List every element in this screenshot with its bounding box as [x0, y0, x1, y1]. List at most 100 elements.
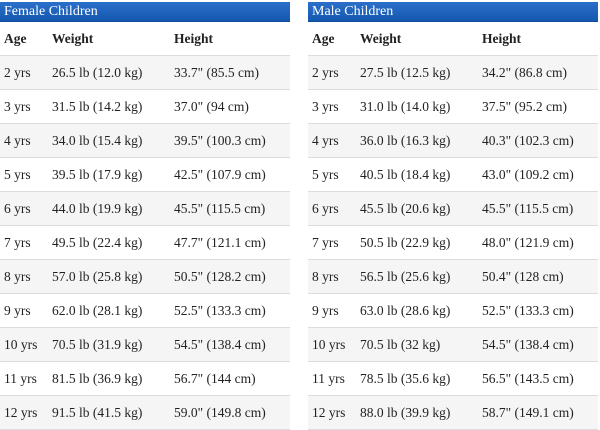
height-cell: 37.0" (94 cm) — [170, 90, 290, 124]
height-cell: 45.5" (115.5 cm) — [170, 192, 290, 226]
age-cell: 4 yrs — [0, 124, 48, 158]
age-cell: 5 yrs — [308, 158, 356, 192]
table-row: 3 yrs 31.0 lb (14.0 kg) 37.5" (95.2 cm) — [308, 90, 598, 124]
height-cell: 43.0" (109.2 cm) — [478, 158, 598, 192]
height-cell: 34.2" (86.8 cm) — [478, 56, 598, 90]
table-row: 10 yrs 70.5 lb (32 kg) 54.5" (138.4 cm) — [308, 328, 598, 362]
height-cell: 54.5" (138.4 cm) — [478, 328, 598, 362]
height-cell: 37.5" (95.2 cm) — [478, 90, 598, 124]
weight-cell: 34.0 lb (15.4 kg) — [48, 124, 170, 158]
height-cell: 52.5" (133.3 cm) — [170, 294, 290, 328]
table-row: 3 yrs 31.5 lb (14.2 kg) 37.0" (94 cm) — [0, 90, 290, 124]
female-children-title: Female Children — [0, 2, 290, 22]
table-row: 10 yrs 70.5 lb (31.9 kg) 54.5" (138.4 cm) — [0, 328, 290, 362]
female-children-table: Age Weight Height 2 yrs 26.5 lb (12.0 kg)… — [0, 22, 290, 430]
table-row: 12 yrs 91.5 lb (41.5 kg) 59.0" (149.8 cm) — [0, 396, 290, 430]
age-cell: 8 yrs — [0, 260, 48, 294]
table-row: 9 yrs 62.0 lb (28.1 kg) 52.5" (133.3 cm) — [0, 294, 290, 328]
age-cell: 5 yrs — [0, 158, 48, 192]
male-children-table: Age Weight Height 2 yrs 27.5 lb (12.5 kg)… — [308, 22, 598, 430]
table-header-row: Age Weight Height — [308, 22, 598, 56]
age-cell: 11 yrs — [0, 362, 48, 396]
age-cell: 8 yrs — [308, 260, 356, 294]
age-cell: 4 yrs — [308, 124, 356, 158]
male-children-panel: Male Children Age Weight Height 2 yrs 27.… — [308, 2, 598, 424]
weight-cell: 31.0 lb (14.0 kg) — [356, 90, 478, 124]
table-row: 4 yrs 34.0 lb (15.4 kg) 39.5" (100.3 cm) — [0, 124, 290, 158]
weight-cell: 78.5 lb (35.6 kg) — [356, 362, 478, 396]
male-children-title: Male Children — [308, 2, 598, 22]
age-cell: 12 yrs — [308, 396, 356, 430]
female-children-panel: Female Children Age Weight Height 2 yrs 2… — [0, 2, 290, 424]
weight-cell: 50.5 lb (22.9 kg) — [356, 226, 478, 260]
table-row: 4 yrs 36.0 lb (16.3 kg) 40.3" (102.3 cm) — [308, 124, 598, 158]
column-header-height: Height — [478, 22, 598, 56]
table-row: 5 yrs 40.5 lb (18.4 kg) 43.0" (109.2 cm) — [308, 158, 598, 192]
table-row: 8 yrs 57.0 lb (25.8 kg) 50.5" (128.2 cm) — [0, 260, 290, 294]
age-cell: 3 yrs — [308, 90, 356, 124]
column-header-weight: Weight — [356, 22, 478, 56]
height-cell: 54.5" (138.4 cm) — [170, 328, 290, 362]
height-cell: 58.7" (149.1 cm) — [478, 396, 598, 430]
weight-cell: 36.0 lb (16.3 kg) — [356, 124, 478, 158]
height-cell: 47.7" (121.1 cm) — [170, 226, 290, 260]
age-cell: 6 yrs — [308, 192, 356, 226]
column-header-age: Age — [0, 22, 48, 56]
table-row: 11 yrs 81.5 lb (36.9 kg) 56.7" (144 cm) — [0, 362, 290, 396]
weight-cell: 91.5 lb (41.5 kg) — [48, 396, 170, 430]
age-cell: 11 yrs — [308, 362, 356, 396]
table-row: 2 yrs 27.5 lb (12.5 kg) 34.2" (86.8 cm) — [308, 56, 598, 90]
column-header-age: Age — [308, 22, 356, 56]
weight-cell: 56.5 lb (25.6 kg) — [356, 260, 478, 294]
weight-cell: 81.5 lb (36.9 kg) — [48, 362, 170, 396]
age-cell: 10 yrs — [308, 328, 356, 362]
table-row: 8 yrs 56.5 lb (25.6 kg) 50.4" (128 cm) — [308, 260, 598, 294]
age-cell: 9 yrs — [308, 294, 356, 328]
table-row: 6 yrs 44.0 lb (19.9 kg) 45.5" (115.5 cm) — [0, 192, 290, 226]
age-cell: 6 yrs — [0, 192, 48, 226]
height-cell: 40.3" (102.3 cm) — [478, 124, 598, 158]
weight-cell: 26.5 lb (12.0 kg) — [48, 56, 170, 90]
weight-cell: 63.0 lb (28.6 kg) — [356, 294, 478, 328]
age-cell: 7 yrs — [0, 226, 48, 260]
table-row: 7 yrs 50.5 lb (22.9 kg) 48.0" (121.9 cm) — [308, 226, 598, 260]
age-cell: 7 yrs — [308, 226, 356, 260]
height-cell: 42.5" (107.9 cm) — [170, 158, 290, 192]
table-row: 2 yrs 26.5 lb (12.0 kg) 33.7" (85.5 cm) — [0, 56, 290, 90]
weight-cell: 88.0 lb (39.9 kg) — [356, 396, 478, 430]
weight-cell: 62.0 lb (28.1 kg) — [48, 294, 170, 328]
height-cell: 48.0" (121.9 cm) — [478, 226, 598, 260]
height-cell: 50.4" (128 cm) — [478, 260, 598, 294]
weight-cell: 27.5 lb (12.5 kg) — [356, 56, 478, 90]
weight-cell: 40.5 lb (18.4 kg) — [356, 158, 478, 192]
age-cell: 2 yrs — [308, 56, 356, 90]
weight-cell: 70.5 lb (32 kg) — [356, 328, 478, 362]
weight-cell: 44.0 lb (19.9 kg) — [48, 192, 170, 226]
column-header-weight: Weight — [48, 22, 170, 56]
weight-cell: 31.5 lb (14.2 kg) — [48, 90, 170, 124]
height-cell: 56.5" (143.5 cm) — [478, 362, 598, 396]
height-cell: 50.5" (128.2 cm) — [170, 260, 290, 294]
weight-cell: 49.5 lb (22.4 kg) — [48, 226, 170, 260]
table-row: 7 yrs 49.5 lb (22.4 kg) 47.7" (121.1 cm) — [0, 226, 290, 260]
age-cell: 2 yrs — [0, 56, 48, 90]
table-row: 6 yrs 45.5 lb (20.6 kg) 45.5" (115.5 cm) — [308, 192, 598, 226]
weight-cell: 57.0 lb (25.8 kg) — [48, 260, 170, 294]
height-cell: 39.5" (100.3 cm) — [170, 124, 290, 158]
height-cell: 56.7" (144 cm) — [170, 362, 290, 396]
table-row: 12 yrs 88.0 lb (39.9 kg) 58.7" (149.1 cm) — [308, 396, 598, 430]
table-row: 9 yrs 63.0 lb (28.6 kg) 52.5" (133.3 cm) — [308, 294, 598, 328]
height-cell: 52.5" (133.3 cm) — [478, 294, 598, 328]
table-row: 11 yrs 78.5 lb (35.6 kg) 56.5" (143.5 cm) — [308, 362, 598, 396]
weight-cell: 70.5 lb (31.9 kg) — [48, 328, 170, 362]
height-cell: 59.0" (149.8 cm) — [170, 396, 290, 430]
age-cell: 12 yrs — [0, 396, 48, 430]
weight-cell: 45.5 lb (20.6 kg) — [356, 192, 478, 226]
table-row: 5 yrs 39.5 lb (17.9 kg) 42.5" (107.9 cm) — [0, 158, 290, 192]
height-cell: 33.7" (85.5 cm) — [170, 56, 290, 90]
weight-cell: 39.5 lb (17.9 kg) — [48, 158, 170, 192]
age-cell: 10 yrs — [0, 328, 48, 362]
height-cell: 45.5" (115.5 cm) — [478, 192, 598, 226]
table-header-row: Age Weight Height — [0, 22, 290, 56]
age-cell: 9 yrs — [0, 294, 48, 328]
